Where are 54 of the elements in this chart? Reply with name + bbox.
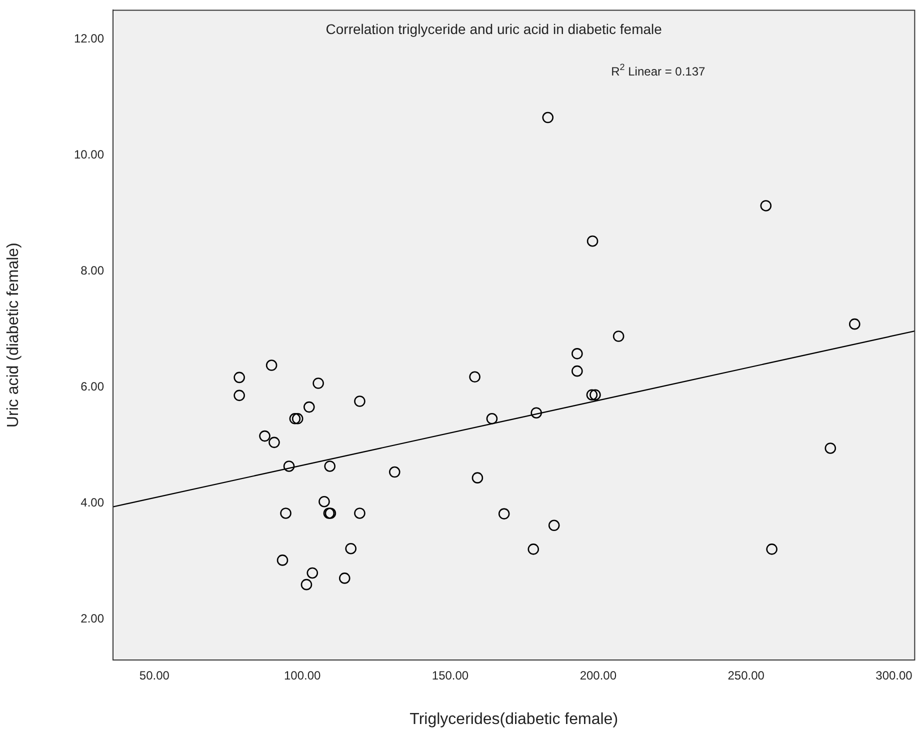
y-tick-label: 10.00 xyxy=(74,148,104,162)
point xyxy=(283,460,295,472)
y-tick-label: 12.00 xyxy=(74,32,104,46)
point xyxy=(586,235,598,247)
point xyxy=(572,348,583,360)
point xyxy=(472,472,484,484)
x-tick-label: 300.00 xyxy=(876,668,913,683)
point xyxy=(760,200,772,212)
point xyxy=(469,371,480,383)
point xyxy=(303,401,315,413)
y-tick-label: 2.00 xyxy=(80,612,104,626)
point xyxy=(542,112,554,124)
point xyxy=(590,389,601,401)
y-tick-label: 8.00 xyxy=(80,264,104,278)
point xyxy=(234,390,245,402)
point xyxy=(498,508,510,520)
x-tick-label: 150.00 xyxy=(432,668,469,683)
point xyxy=(259,430,270,442)
point xyxy=(268,436,280,448)
point xyxy=(612,330,624,342)
point xyxy=(388,466,400,478)
y-axis-title: Uric acid (diabetic female) xyxy=(5,242,22,428)
point xyxy=(528,544,540,555)
y-tick-label: 6.00 xyxy=(80,380,104,394)
x-tick-label: 50.00 xyxy=(139,668,170,683)
point xyxy=(324,460,336,472)
point xyxy=(280,508,292,519)
point xyxy=(345,542,356,554)
point xyxy=(824,442,836,454)
point xyxy=(354,396,366,407)
point xyxy=(289,412,301,424)
point xyxy=(486,412,498,424)
point xyxy=(530,407,542,418)
point xyxy=(548,520,560,532)
x-tick-label: 250.00 xyxy=(728,668,765,683)
point xyxy=(586,389,598,401)
point xyxy=(848,318,860,330)
point xyxy=(234,372,245,384)
point xyxy=(306,567,318,579)
x-tick-label: 100.00 xyxy=(284,668,322,683)
point xyxy=(354,508,366,519)
point xyxy=(266,360,278,371)
y-tick-label: 4.00 xyxy=(80,496,104,510)
point xyxy=(300,578,312,590)
point xyxy=(312,378,324,389)
point xyxy=(766,544,778,555)
point xyxy=(276,554,288,566)
text: Correlation triglyceride and uric acid in diabetic female xyxy=(326,21,662,38)
point xyxy=(572,365,583,377)
point xyxy=(338,572,350,584)
point xyxy=(318,496,330,508)
x-tick-label: 200.00 xyxy=(580,668,617,683)
x-axis-title: Triglycerides(diabetic female) xyxy=(410,710,618,728)
point xyxy=(292,412,304,424)
